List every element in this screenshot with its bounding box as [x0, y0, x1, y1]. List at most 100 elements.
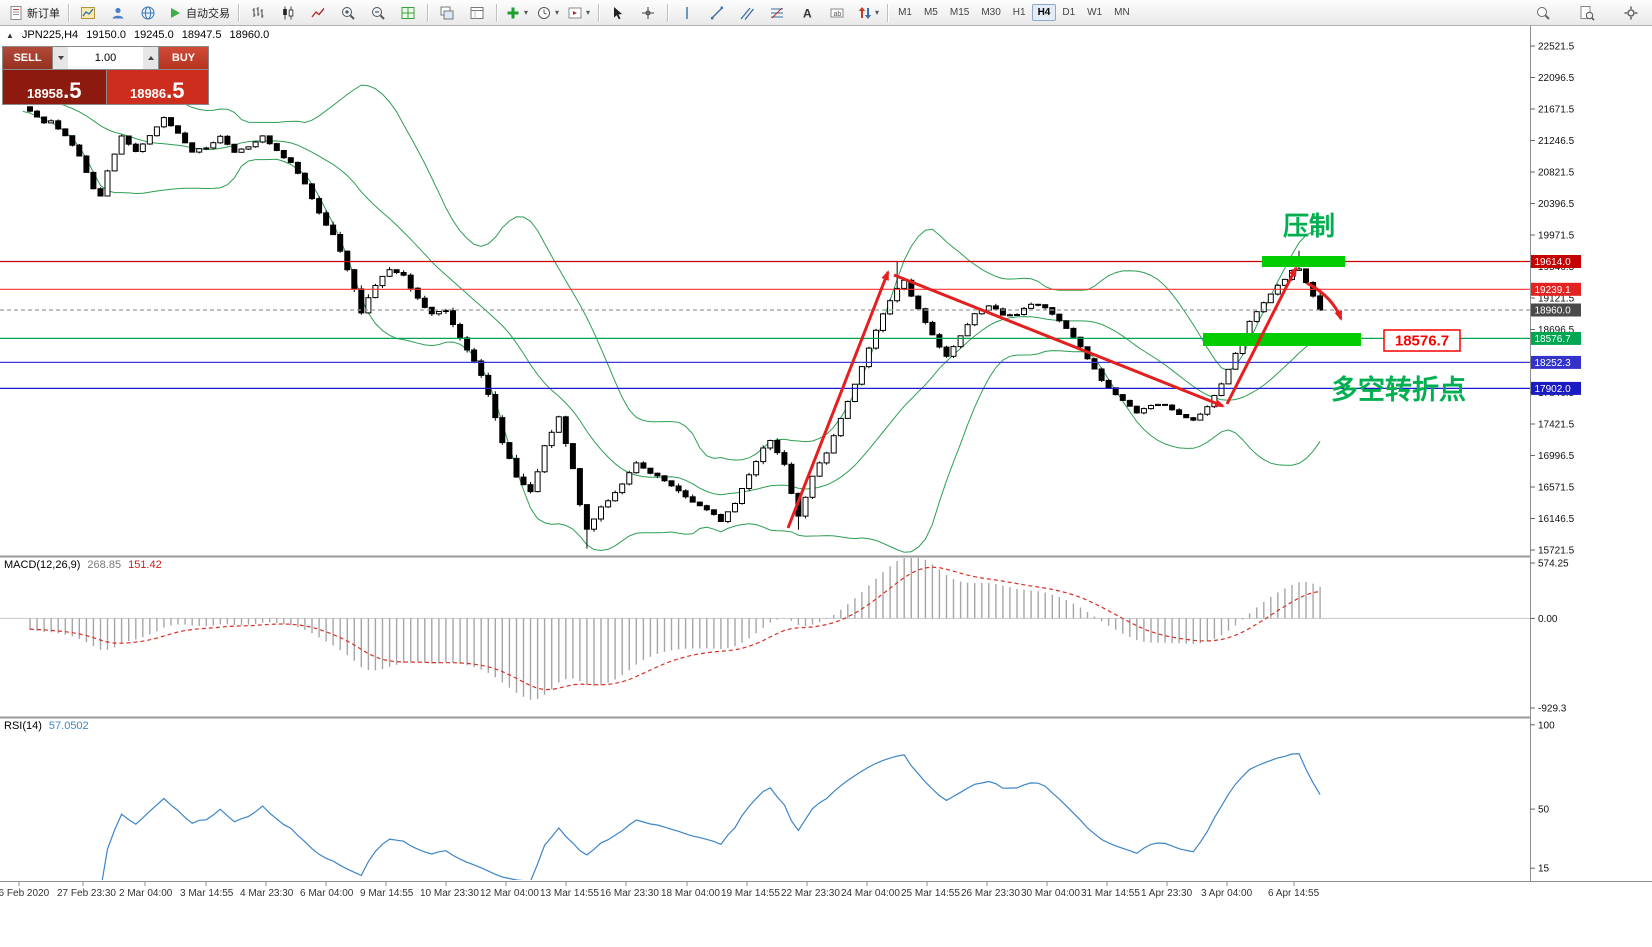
time-label: 12 Mar 04:00	[480, 888, 539, 899]
profile-button[interactable]	[103, 2, 133, 24]
time-label: 3 Apr 04:00	[1201, 888, 1253, 899]
fibonacci-icon	[769, 5, 785, 21]
svg-text:22521.5: 22521.5	[1538, 42, 1575, 53]
sell-price-main: 18958	[26, 86, 64, 101]
auto-trading-label: 自动交易	[186, 7, 230, 20]
separator	[427, 3, 428, 22]
symbol-search-button[interactable]	[1572, 2, 1602, 24]
plus-icon	[505, 5, 521, 21]
volume-increase-button[interactable]	[143, 47, 158, 69]
tf-mn[interactable]: MN	[1114, 7, 1130, 18]
search-button[interactable]	[1528, 2, 1558, 24]
bar-chart-button[interactable]	[243, 2, 273, 24]
price-callout-box[interactable]	[1383, 329, 1461, 352]
volume-input[interactable]	[68, 47, 143, 69]
chevron-down-icon: ▾	[586, 8, 591, 17]
label-tool-button[interactable]: ab	[822, 2, 852, 24]
new-chart-button[interactable]	[73, 2, 103, 24]
options-button[interactable]	[1616, 2, 1646, 24]
time-label: 19 Mar 14:55	[721, 888, 780, 899]
community-button[interactable]	[133, 2, 163, 24]
candlestick-chart-button[interactable]	[273, 2, 303, 24]
add-indicator-button[interactable]: ▾	[501, 2, 532, 24]
sell-price-button[interactable]: 18958 .5	[3, 70, 106, 104]
arrows-icon	[856, 5, 872, 21]
time-label: 3 Mar 14:55	[180, 888, 234, 899]
document-search-icon	[1579, 5, 1595, 21]
annotation-text[interactable]: 多空转折点	[1331, 374, 1466, 405]
clock-icon	[536, 5, 552, 21]
tf-h1[interactable]: H1	[1012, 7, 1026, 18]
price-tag-19239.1: 19239.1	[1531, 282, 1581, 296]
zoom-out-button[interactable]	[363, 2, 393, 24]
period-button[interactable]: ▾	[532, 2, 563, 24]
time-label: 13 Mar 14:55	[540, 888, 599, 899]
svg-text:19121.5: 19121.5	[1538, 294, 1575, 305]
text-tool-button[interactable]: A	[792, 2, 822, 24]
svg-text:19614.0: 19614.0	[1535, 257, 1572, 268]
svg-text:22096.5: 22096.5	[1538, 73, 1575, 84]
tf-d1[interactable]: D1	[1062, 7, 1076, 18]
time-label: 31 Mar 14:55	[1081, 888, 1140, 899]
data-window-button[interactable]	[462, 2, 492, 24]
separator	[238, 3, 239, 22]
search-icon	[1535, 5, 1551, 21]
time-label: 10 Mar 23:30	[420, 888, 479, 899]
svg-text:16571.5: 16571.5	[1538, 483, 1575, 494]
tile-windows-button[interactable]	[393, 2, 423, 24]
sell-button[interactable]: SELL	[3, 47, 52, 69]
tf-m1[interactable]: M1	[898, 7, 912, 18]
bollinger-band-m	[22, 93, 1321, 496]
data-window-icon	[469, 5, 485, 21]
time-label: 18 Mar 04:00	[661, 888, 720, 899]
trend-arrow[interactable]	[893, 273, 1225, 408]
tf-m30[interactable]: M30	[981, 7, 1001, 18]
volume-control	[52, 47, 159, 69]
price-callout-text: 18576.7	[1395, 333, 1449, 350]
price-tag-18960.0: 18960.0	[1531, 303, 1581, 317]
tf-h4[interactable]: H4	[1031, 4, 1057, 21]
svg-text:15: 15	[1538, 864, 1550, 875]
buy-button[interactable]: BUY	[159, 47, 208, 69]
volume-decrease-button[interactable]	[53, 47, 68, 69]
line-chart-button[interactable]	[303, 2, 333, 24]
buy-price-button[interactable]: 18986 .5	[105, 70, 208, 104]
tf-m15[interactable]: M15	[949, 7, 970, 18]
fibonacci-tool-button[interactable]	[762, 2, 792, 24]
ohlc-high: 19245.0	[133, 29, 174, 41]
auto-trading-button[interactable]: 自动交易	[163, 2, 234, 24]
macd-histogram	[29, 558, 1321, 700]
tf-m5[interactable]: M5	[923, 7, 938, 18]
support-resistance-box[interactable]	[1203, 333, 1361, 346]
annotation-text[interactable]: 压制	[1283, 211, 1335, 241]
new-order-button[interactable]: 新订单	[4, 2, 64, 24]
support-resistance-box[interactable]	[1262, 256, 1345, 267]
template-button[interactable]: ▾	[563, 2, 594, 24]
trendline-tool-button[interactable]	[702, 2, 732, 24]
svg-text:18252.3: 18252.3	[1535, 358, 1572, 369]
tf-w1[interactable]: W1	[1087, 7, 1103, 18]
svg-text:16146.5: 16146.5	[1538, 514, 1575, 525]
time-label: 24 Mar 04:00	[841, 888, 900, 899]
cascade-windows-button[interactable]	[432, 2, 462, 24]
trend-arrow[interactable]	[1306, 281, 1343, 321]
sell-price-frac: .5	[63, 78, 82, 103]
svg-text:21671.5: 21671.5	[1538, 105, 1575, 116]
crosshair-icon	[640, 5, 656, 21]
trend-arrow[interactable]	[1225, 266, 1298, 405]
svg-text:20821.5: 20821.5	[1538, 168, 1575, 179]
channel-tool-button[interactable]	[732, 2, 762, 24]
collapse-panel-icon[interactable]: ▲	[6, 30, 14, 40]
zoom-in-button[interactable]	[333, 2, 363, 24]
time-label: 26 Feb 2020	[0, 888, 50, 899]
crosshair-tool-button[interactable]	[633, 2, 663, 24]
arrows-tool-button[interactable]: ▾	[852, 2, 883, 24]
cursor-tool-button[interactable]	[603, 2, 633, 24]
svg-text:18960.0: 18960.0	[1535, 306, 1572, 317]
template-icon	[567, 5, 583, 21]
svg-text:17421.5: 17421.5	[1538, 420, 1575, 431]
svg-text:20396.5: 20396.5	[1538, 199, 1575, 210]
trend-arrow[interactable]	[786, 270, 890, 529]
vertical-line-tool-button[interactable]	[672, 2, 702, 24]
